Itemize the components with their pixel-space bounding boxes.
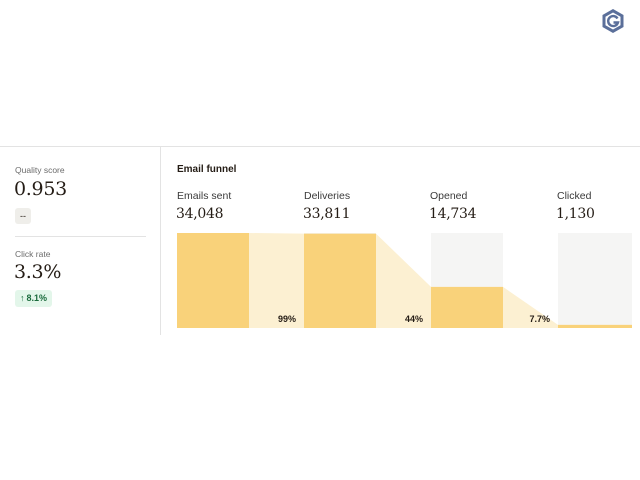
funnel-conversion-label-2: 44% [405,314,423,324]
email-funnel-title: Email funnel [177,164,237,175]
stage-value-emails-sent: 34,048 [176,206,224,222]
email-funnel-panel: Email funnel Emails sent 34,048 Deliveri… [161,147,640,335]
funnel-connector-2 [376,233,431,328]
funnel-track-clicked [558,233,632,328]
funnel-bar-opened [431,286,503,328]
funnel-connector-1 [249,233,304,328]
stage-label-opened: Opened [430,190,468,202]
arrow-up-icon: ↑ [20,293,25,303]
click-rate-label: Click rate [15,249,51,259]
stage-value-opened: 14,734 [429,206,477,222]
metrics-divider [15,236,146,237]
funnel-bar-emails-sent [177,233,249,328]
click-rate-change-badge: ↑ 8.1% [15,290,53,307]
funnel-connector-3 [503,286,558,328]
funnel-conversion-label-3: 7.7% [529,314,550,324]
email-funnel-chart: 99% 44% 7.7% [177,233,632,328]
quality-score-label: Quality score [15,165,65,175]
intuit-mailchimp-logo-icon [602,9,624,33]
email-report-card: Quality score 0.953 -- Click rate 3.3% ↑… [0,146,640,335]
funnel-bar-deliveries [304,233,376,328]
stage-label-emails-sent: Emails sent [177,190,232,202]
metrics-panel: Quality score 0.953 -- Click rate 3.3% ↑… [0,147,161,335]
click-rate-value: 3.3% [14,261,62,283]
funnel-bar-clicked [558,324,632,328]
stage-label-deliveries: Deliveries [304,190,351,202]
quality-score-value: 0.953 [14,178,67,200]
quality-score-badge: -- [15,208,31,224]
click-rate-change-value: 8.1% [26,293,48,303]
stage-label-clicked: Clicked [557,190,592,202]
funnel-conversion-label-1: 99% [278,314,296,324]
stage-value-clicked: 1,130 [556,206,595,222]
stage-value-deliveries: 33,811 [303,206,351,222]
